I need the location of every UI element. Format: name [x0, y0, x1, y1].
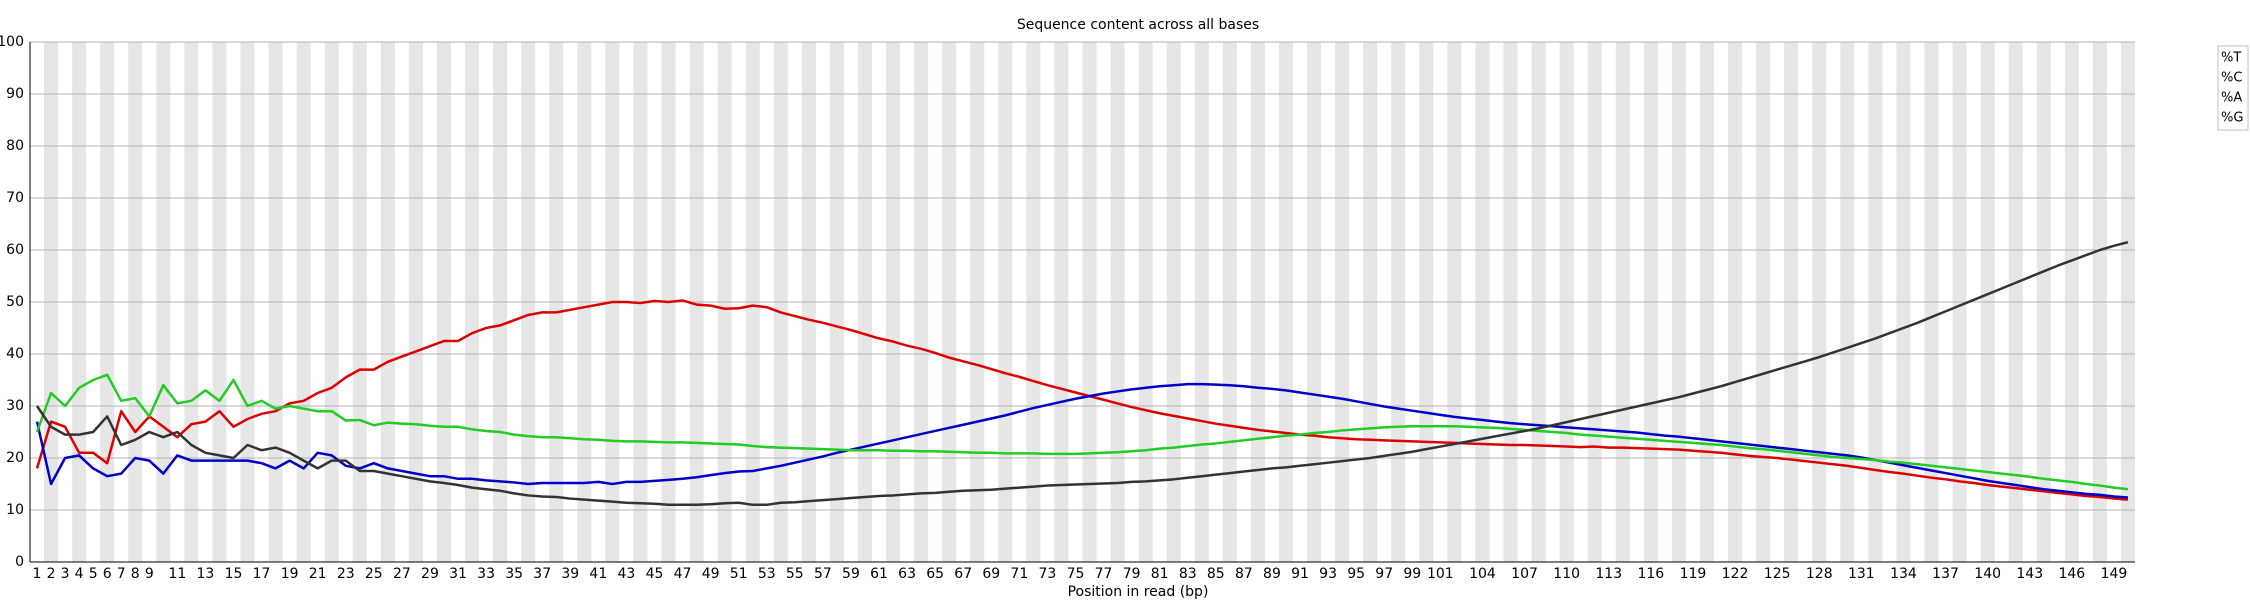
- x-tick-label: 101: [1427, 566, 1454, 582]
- legend-label: %C: [2221, 71, 2242, 86]
- x-tick-label: 149: [2101, 566, 2128, 582]
- x-tick-label: 27: [393, 566, 411, 582]
- x-tick-label: 125: [1764, 566, 1791, 582]
- x-tick-label: 7: [117, 566, 126, 582]
- x-tick-label: 85: [1207, 566, 1225, 582]
- legend-label: %G: [2221, 111, 2243, 126]
- y-tick-label: 80: [6, 138, 24, 154]
- x-tick-label: 33: [477, 566, 495, 582]
- x-tick-label: 71: [1010, 566, 1028, 582]
- x-tick-label: 29: [421, 566, 439, 582]
- x-tick-label: 61: [870, 566, 888, 582]
- x-tick-label: 9: [145, 566, 154, 582]
- y-tick-label: 100: [0, 34, 24, 50]
- x-tick-label: 93: [1319, 566, 1337, 582]
- x-tick-label: 23: [337, 566, 355, 582]
- x-tick-label: 63: [898, 566, 916, 582]
- x-tick-label: 104: [1469, 566, 1496, 582]
- x-tick-label: 11: [168, 566, 186, 582]
- y-tick-label: 10: [6, 502, 24, 518]
- x-tick-label: 91: [1291, 566, 1309, 582]
- series-line: [35, 382, 2129, 499]
- y-tick-label: 70: [6, 190, 24, 206]
- x-tick-label: 4: [75, 566, 84, 582]
- x-axis-label: Position in read (bp): [1068, 584, 1209, 600]
- y-tick-label: 90: [6, 86, 24, 102]
- x-tick-label: 110: [1553, 566, 1580, 582]
- x-tick-label: 79: [1123, 566, 1141, 582]
- x-tick-label: 81: [1151, 566, 1169, 582]
- x-tick-label: 59: [842, 566, 860, 582]
- x-tick-label: 57: [814, 566, 832, 582]
- x-tick-label: 122: [1722, 566, 1749, 582]
- x-tick-label: 97: [1375, 566, 1393, 582]
- x-tick-label: 67: [954, 566, 972, 582]
- x-tick-label: 95: [1347, 566, 1365, 582]
- legend-label: %T: [2221, 51, 2241, 66]
- x-tick-label: 113: [1595, 566, 1622, 582]
- x-tick-label: 19: [281, 566, 299, 582]
- x-tick-label: 128: [1806, 566, 1833, 582]
- x-tick-label: 47: [674, 566, 692, 582]
- y-tick-label: 40: [6, 346, 24, 362]
- x-tick-label: 77: [1095, 566, 1113, 582]
- x-tick-label: 83: [1179, 566, 1197, 582]
- x-tick-label: 43: [618, 566, 636, 582]
- x-tick-label: 99: [1403, 566, 1421, 582]
- x-tick-label: 37: [533, 566, 551, 582]
- x-tick-label: 146: [2058, 566, 2085, 582]
- x-tick-label: 41: [589, 566, 607, 582]
- series-line: [35, 240, 2129, 507]
- x-tick-label: 119: [1680, 566, 1707, 582]
- x-tick-label: 35: [505, 566, 523, 582]
- x-tick-label: 143: [2016, 566, 2043, 582]
- legend-label: %A: [2221, 91, 2242, 106]
- y-tick-label: 60: [6, 242, 24, 258]
- x-tick-label: 55: [786, 566, 804, 582]
- x-tick-label: 51: [730, 566, 748, 582]
- x-tick-label: 8: [131, 566, 140, 582]
- x-tick-label: 2: [47, 566, 56, 582]
- y-tick-label: 20: [6, 450, 24, 466]
- x-tick-label: 49: [702, 566, 720, 582]
- y-tick-label: 0: [15, 554, 24, 570]
- x-tick-label: 75: [1067, 566, 1085, 582]
- x-tick-label: 140: [1974, 566, 2001, 582]
- x-tick-label: 39: [561, 566, 579, 582]
- legend-box: [2217, 45, 2249, 131]
- x-tick-label: 73: [1039, 566, 1057, 582]
- x-tick-label: 116: [1637, 566, 1664, 582]
- series-line: [35, 373, 2129, 491]
- x-tick-label: 137: [1932, 566, 1959, 582]
- chart-title: Sequence content across all bases: [1017, 17, 1259, 33]
- x-tick-label: 131: [1848, 566, 1875, 582]
- x-tick-label: 53: [758, 566, 776, 582]
- x-tick-label: 6: [103, 566, 112, 582]
- x-tick-label: 5: [89, 566, 98, 582]
- x-tick-label: 107: [1511, 566, 1538, 582]
- x-tick-label: 25: [365, 566, 383, 582]
- x-tick-label: 21: [309, 566, 327, 582]
- x-tick-label: 69: [982, 566, 1000, 582]
- y-tick-label: 30: [6, 398, 24, 414]
- x-tick-label: 65: [926, 566, 944, 582]
- x-tick-label: 45: [646, 566, 664, 582]
- x-tick-label: 17: [253, 566, 271, 582]
- x-tick-label: 3: [61, 566, 70, 582]
- series-line: [35, 299, 2129, 501]
- x-tick-label: 31: [449, 566, 467, 582]
- x-tick-label: 15: [225, 566, 243, 582]
- x-tick-label: 89: [1263, 566, 1281, 582]
- x-tick-label: 13: [197, 566, 215, 582]
- y-tick-label: 50: [6, 294, 24, 310]
- x-tick-label: 1: [33, 566, 42, 582]
- x-tick-label: 134: [1890, 566, 1917, 582]
- x-tick-label: 87: [1235, 566, 1253, 582]
